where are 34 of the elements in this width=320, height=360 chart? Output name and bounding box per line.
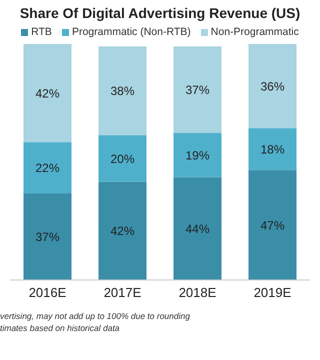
data-label: 20% [110, 152, 135, 166]
legend-label: Non-Programmatic [210, 26, 299, 38]
data-label: 36% [260, 79, 285, 94]
text: timates based on historical data [0, 322, 121, 334]
legend-label: Programmatic (Non-RTB) [70, 26, 191, 38]
bar [248, 44, 296, 128]
bar [24, 194, 72, 280]
data-label: 22% [35, 161, 60, 176]
x-tick-label: 2018E [178, 285, 217, 300]
x-tick-label: 2017E [104, 285, 142, 300]
bar [24, 44, 72, 142]
x-tick-label: 2019E [254, 285, 292, 300]
bar [174, 46, 222, 133]
data-label: 38% [110, 84, 135, 98]
legend-label: RTB [30, 26, 52, 38]
x-tick-label: 2016E [28, 285, 67, 300]
data-label: 44% [185, 222, 210, 236]
text: vertising, may not add up to 100% due to rounding [0, 310, 191, 322]
data-label: 37% [185, 82, 210, 97]
data-label: 42% [35, 86, 60, 100]
bar [248, 128, 296, 170]
bar [98, 182, 146, 280]
data-label: 18% [260, 142, 285, 156]
data-label: 19% [185, 148, 210, 162]
bar [98, 135, 146, 182]
chart-title: Share Of Digital Advertising Revenue (US) [18, 5, 302, 21]
bar [98, 46, 146, 136]
bar [174, 132, 222, 178]
bar [248, 170, 296, 280]
bar [174, 177, 222, 280]
data-label: 47% [260, 218, 285, 232]
data-label: 42% [110, 224, 135, 238]
data-label: 37% [35, 230, 60, 244]
bar [24, 142, 72, 194]
